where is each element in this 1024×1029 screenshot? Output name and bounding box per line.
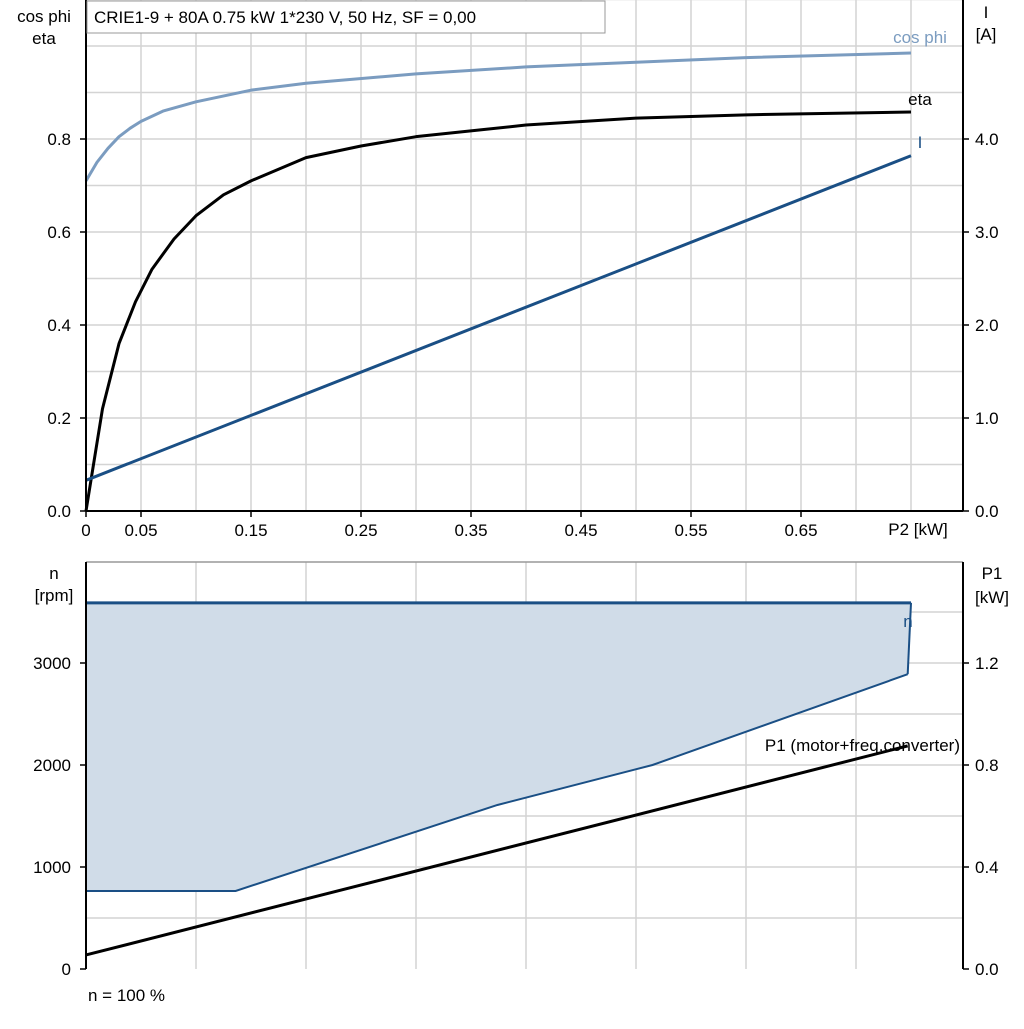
y-tick-label-left: 0 [62, 960, 71, 979]
x-tick-label: 0.15 [234, 521, 267, 540]
y-tick-label-left: 0.4 [47, 316, 71, 335]
series-eta [84, 110, 912, 512]
y-tick-label-right: 4.0 [975, 130, 999, 149]
series-label-cosphi: cos phi [893, 28, 947, 47]
y-tick-label-right: 0.0 [975, 960, 999, 979]
x-tick-label: 0.55 [674, 521, 707, 540]
bottom-right-ylabel-1: P1 [982, 564, 1003, 583]
y-tick-label-left: 0.8 [47, 130, 71, 149]
y-tick-label-left: 0.0 [47, 502, 71, 521]
y-tick-label-right: 0.0 [975, 502, 999, 521]
y-tick-label-right: 0.4 [975, 858, 999, 877]
title-box [86, 0, 606, 34]
series-label-eta: eta [908, 90, 932, 109]
y-tick-label-right: 3.0 [975, 223, 999, 242]
bottom-right-ylabel-2: [kW] [975, 588, 1009, 607]
y-tick-label-left: 1000 [33, 858, 71, 877]
chart-title: CRIE1-9 + 80A 0.75 kW 1*230 V, 50 Hz, SF… [94, 8, 476, 27]
top-xlabel: P2 [kW] [888, 520, 948, 539]
n-range-area [86, 602, 911, 891]
series-p1 [85, 744, 909, 957]
n-lower-bound [86, 673, 909, 892]
top-right-ylabel-1: I [984, 3, 989, 22]
axes: 0 0.05 0.15 0.25 0.35 0.45 0.55 0.65 0.0 0.2 0.4 0.… [33, 0, 999, 979]
footer-label: n = 100 % [88, 986, 165, 1005]
series-cos-phi [84, 51, 912, 182]
bottom-left-ylabel-1: n [49, 564, 58, 583]
top-grid [86, 0, 963, 511]
x-tick-label: 0.35 [454, 521, 487, 540]
top-right-ylabel-2: [A] [976, 25, 997, 44]
y-tick-label-right: 1.2 [975, 654, 999, 673]
y-tick-label-left: 2000 [33, 756, 71, 775]
series-label-n: n [903, 612, 912, 631]
labels: CRIE1-9 + 80A 0.75 kW 1*230 V, 50 Hz, SF… [17, 0, 1009, 1005]
x-tick-label: 0.25 [344, 521, 377, 540]
x-tick-label: 0.05 [124, 521, 157, 540]
series-label-p1: P1 (motor+freq.converter) [765, 736, 960, 755]
y-tick-label-right: 2.0 [975, 316, 999, 335]
y-tick-label-left: 0.6 [47, 223, 71, 242]
top-left-ylabel-1: cos phi [17, 7, 71, 26]
top-series [84, 51, 912, 512]
bottom-left-ylabel-2: [rpm] [35, 586, 74, 605]
n-right-bound [906, 602, 912, 675]
x-tick-label: 0 [81, 521, 90, 540]
series-label-i: I [918, 133, 923, 152]
x-tick-label: 0.45 [564, 521, 597, 540]
top-left-ylabel-2: eta [32, 29, 56, 48]
x-tick-label: 0.65 [784, 521, 817, 540]
y-tick-label-left: 0.2 [47, 409, 71, 428]
series-i [85, 154, 912, 482]
y-tick-label-right: 0.8 [975, 756, 999, 775]
y-tick-label-left: 3000 [33, 654, 71, 673]
y-tick-label-right: 1.0 [975, 409, 999, 428]
bottom-series [85, 601, 912, 957]
